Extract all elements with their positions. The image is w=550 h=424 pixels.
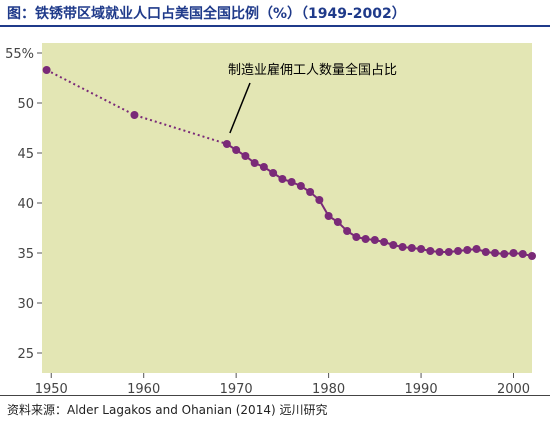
annotation-leader (229, 82, 251, 134)
data-point (398, 243, 407, 251)
y-tick-label: 50 (17, 97, 34, 112)
data-point (259, 163, 268, 171)
data-point (269, 169, 278, 177)
source-note: 资料来源：Alder Lagakos and Ohanian (2014) 远川… (7, 403, 328, 417)
data-point (491, 249, 500, 257)
data-point (361, 235, 370, 243)
data-point (333, 218, 342, 226)
x-tick-label: 1980 (312, 382, 345, 394)
data-point (352, 233, 361, 241)
series-line-solid (226, 143, 533, 257)
data-point (509, 249, 518, 257)
data-point (130, 111, 139, 119)
data-point (250, 159, 259, 167)
data-point (426, 247, 435, 255)
y-tick-label: 45 (17, 147, 34, 162)
data-point (380, 238, 389, 246)
plot-area (42, 43, 532, 373)
data-point (444, 248, 453, 256)
data-point (241, 152, 250, 160)
annotation: 制造业雇佣工人数量全国占比 (228, 62, 397, 134)
data-point (278, 175, 287, 183)
data-point (287, 178, 296, 186)
data-point (454, 247, 463, 255)
annotation-label: 制造业雇佣工人数量全国占比 (228, 62, 397, 78)
data-point (463, 246, 472, 254)
y-tick-label: 35 (17, 247, 34, 262)
data-point (370, 236, 379, 244)
data-point (296, 182, 305, 190)
x-tick-label: 1950 (35, 382, 68, 394)
data-point (417, 245, 426, 253)
data-point (222, 140, 231, 148)
series-line (46, 69, 533, 257)
x-tick-label: 1990 (405, 382, 438, 394)
data-point (500, 250, 509, 258)
data-point (232, 146, 241, 154)
y-tick-label: 25 (17, 347, 34, 362)
data-point (435, 248, 444, 256)
data-point (315, 196, 324, 204)
source-rule (0, 395, 550, 396)
title-rule (0, 25, 550, 27)
y-tick-label: 55% (5, 47, 34, 62)
data-point (481, 248, 490, 256)
y-tick-label: 40 (17, 197, 34, 212)
data-point (528, 252, 536, 260)
series-markers (42, 66, 536, 260)
data-point (343, 227, 352, 235)
data-point (324, 212, 333, 220)
y-tick-label: 30 (17, 297, 34, 312)
x-tick-label: 2000 (497, 382, 530, 394)
axis-ticks: 25 30 35 40 45 50 55% 1950 1960 1970 1980 1990 2000 (5, 47, 530, 394)
chart-title: 图：铁锈带区域就业人口占美国全国比例（%）（1949-2002） (7, 6, 406, 22)
x-tick-label: 1960 (127, 382, 160, 394)
data-point (518, 250, 527, 258)
data-point (472, 245, 481, 253)
data-point (42, 66, 51, 74)
x-tick-label: 1970 (220, 382, 253, 394)
data-point (407, 244, 416, 252)
data-point (389, 241, 398, 249)
data-point (306, 188, 315, 196)
